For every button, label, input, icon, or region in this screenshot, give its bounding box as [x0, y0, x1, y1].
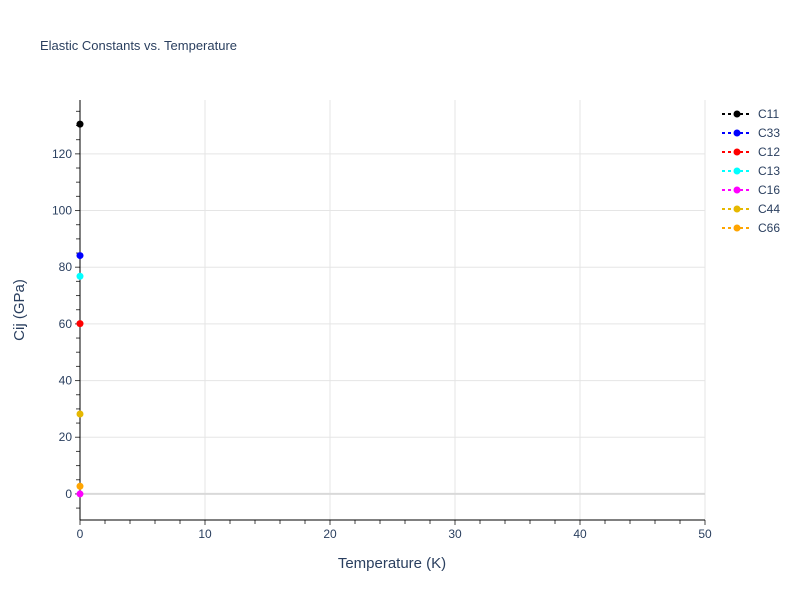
legend-marker — [733, 110, 741, 118]
legend-item-c11[interactable]: C11 — [722, 107, 779, 121]
legend-item-c16[interactable]: C16 — [722, 183, 780, 197]
chart-title: Elastic Constants vs. Temperature — [40, 38, 237, 53]
legend-marker — [733, 167, 741, 175]
y-tick-label: 60 — [59, 317, 73, 331]
data-point-c33 — [76, 252, 84, 260]
y-tick-label: 0 — [65, 487, 72, 501]
legend-label: C33 — [758, 126, 780, 140]
legend-label: C11 — [758, 107, 779, 121]
y-tick-label: 80 — [59, 260, 73, 274]
x-tick-label: 10 — [198, 527, 212, 541]
legend-item-c12[interactable]: C12 — [722, 145, 780, 159]
data-point-c13 — [76, 272, 84, 280]
legend-item-c66[interactable]: C66 — [722, 221, 780, 235]
x-tick-label: 50 — [698, 527, 712, 541]
data-point-c16 — [76, 490, 84, 498]
legend-item-c13[interactable]: C13 — [722, 164, 780, 178]
legend-label: C16 — [758, 183, 780, 197]
legend-label: C44 — [758, 202, 780, 216]
legend-item-c33[interactable]: C33 — [722, 126, 780, 140]
x-tick-label: 20 — [323, 527, 337, 541]
y-axis-label: Cij (GPa) — [11, 279, 28, 341]
legend-label: C13 — [758, 164, 780, 178]
legend-label: C66 — [758, 221, 780, 235]
y-tick-label: 40 — [59, 374, 73, 388]
legend-marker — [733, 148, 741, 156]
legend-marker — [733, 205, 741, 213]
legend-item-c44[interactable]: C44 — [722, 202, 780, 216]
x-tick-label: 0 — [77, 527, 84, 541]
x-tick-label: 30 — [448, 527, 462, 541]
y-tick-label: 100 — [52, 204, 72, 218]
y-tick-label: 20 — [59, 430, 73, 444]
legend-marker — [733, 186, 741, 194]
y-tick-label: 120 — [52, 147, 72, 161]
data-point-c66 — [76, 482, 84, 490]
legend-marker — [733, 129, 741, 137]
data-point-c11 — [76, 120, 84, 128]
legend-marker — [733, 224, 741, 232]
x-axis-label: Temperature (K) — [338, 555, 446, 572]
x-tick-label: 40 — [573, 527, 587, 541]
data-point-c44 — [76, 410, 84, 418]
legend-label: C12 — [758, 145, 780, 159]
data-point-c12 — [76, 320, 84, 328]
